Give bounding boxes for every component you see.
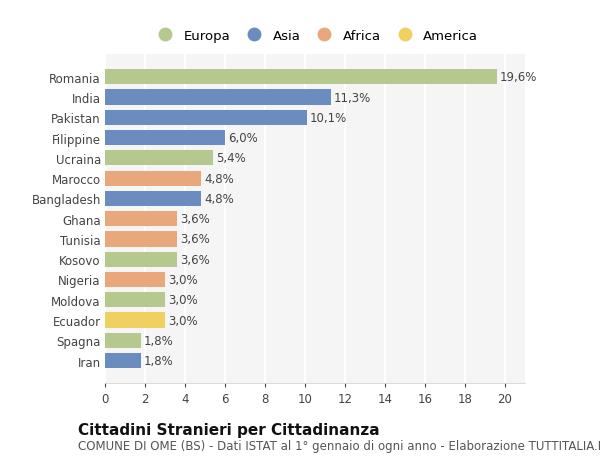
Text: 1,8%: 1,8%	[144, 354, 174, 367]
Bar	[105, 212, 177, 227]
Text: 1,8%: 1,8%	[144, 334, 174, 347]
Text: 3,0%: 3,0%	[168, 274, 197, 286]
Bar	[105, 111, 307, 126]
Bar	[105, 232, 177, 247]
Text: 3,0%: 3,0%	[168, 294, 197, 307]
Legend: Europa, Asia, Africa, America: Europa, Asia, Africa, America	[148, 26, 482, 46]
Text: 3,6%: 3,6%	[180, 233, 210, 246]
Text: 11,3%: 11,3%	[334, 91, 371, 104]
Bar	[105, 171, 201, 186]
Bar	[105, 90, 331, 106]
Bar	[105, 353, 141, 368]
Text: 10,1%: 10,1%	[310, 112, 347, 124]
Bar	[105, 272, 165, 287]
Text: 6,0%: 6,0%	[228, 132, 258, 145]
Bar	[105, 191, 201, 207]
Text: 4,8%: 4,8%	[204, 172, 234, 185]
Bar	[105, 313, 165, 328]
Bar	[105, 252, 177, 267]
Text: 19,6%: 19,6%	[500, 71, 538, 84]
Text: 5,4%: 5,4%	[216, 152, 246, 165]
Bar	[105, 333, 141, 348]
Bar	[105, 131, 225, 146]
Text: Cittadini Stranieri per Cittadinanza: Cittadini Stranieri per Cittadinanza	[78, 422, 380, 437]
Bar	[105, 151, 213, 166]
Text: 3,0%: 3,0%	[168, 314, 197, 327]
Bar	[105, 70, 497, 85]
Text: COMUNE DI OME (BS) - Dati ISTAT al 1° gennaio di ogni anno - Elaborazione TUTTIT: COMUNE DI OME (BS) - Dati ISTAT al 1° ge…	[78, 439, 600, 452]
Text: 4,8%: 4,8%	[204, 192, 234, 206]
Bar	[105, 292, 165, 308]
Text: 3,6%: 3,6%	[180, 213, 210, 226]
Text: 3,6%: 3,6%	[180, 253, 210, 266]
